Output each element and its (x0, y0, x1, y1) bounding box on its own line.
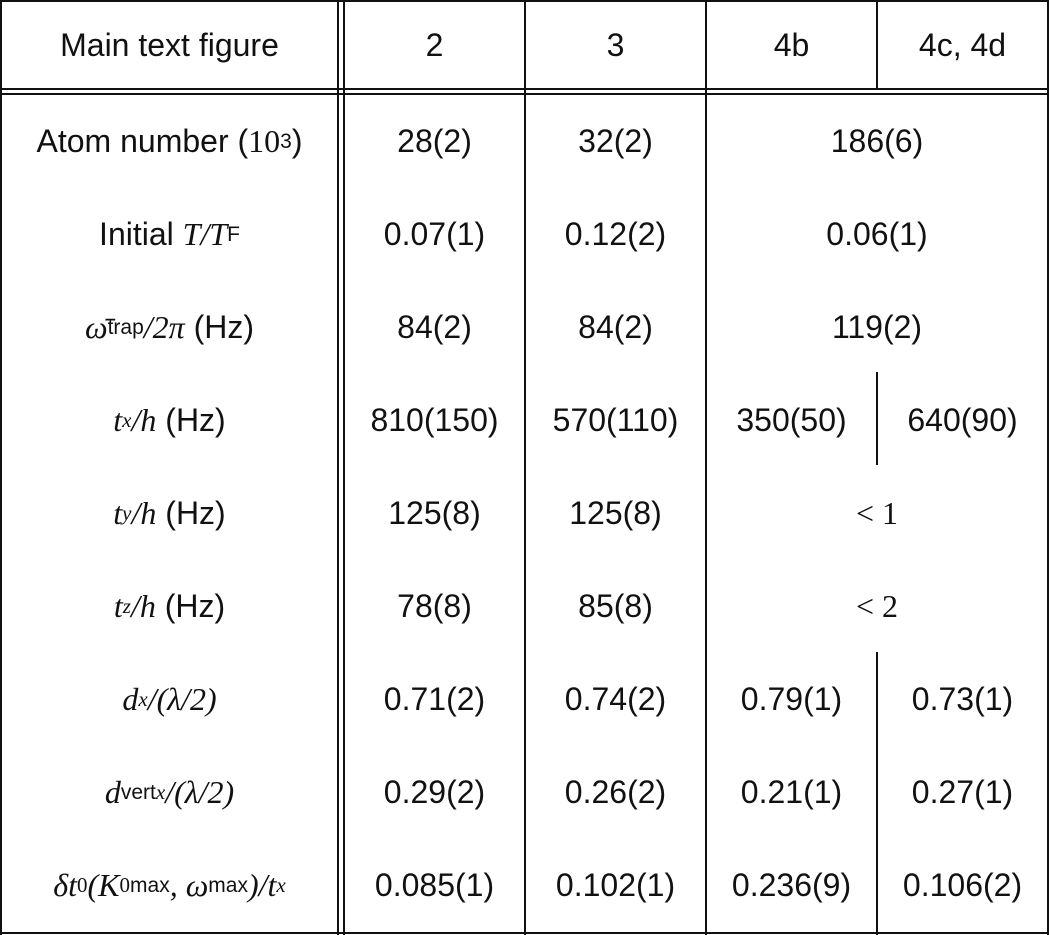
value-cell: 0.102(1) (555, 867, 676, 903)
label-part: ω̄ (84, 309, 108, 345)
value-cell: 810(150) (370, 402, 499, 438)
row-label: Atom number (10 3) (2, 95, 337, 188)
label-part: /h (130, 588, 156, 624)
label-part: trap (107, 315, 144, 339)
value-cell: 85(8) (578, 588, 653, 624)
value-cell: 570(110) (552, 402, 679, 438)
label-part: x (138, 687, 148, 711)
row-label: t x/h (Hz) (2, 374, 337, 467)
value-cell: 0.12(2) (564, 216, 667, 252)
label-part: (Hz) (184, 309, 254, 345)
label-part: /h (131, 495, 157, 531)
label-part: t (113, 402, 123, 438)
label-part: 10 (248, 123, 281, 159)
label-part: , ω (169, 867, 209, 903)
label-part: (Hz) (155, 588, 226, 624)
value-cell: 32(2) (578, 123, 653, 159)
border (1047, 0, 1049, 935)
value-cell: 0.79(1) (740, 681, 843, 717)
value-cell: 0.236(9) (731, 867, 852, 903)
label-part: t (113, 588, 123, 624)
value-cell: 119(2) (831, 309, 923, 345)
header-cell: Main text figure (60, 26, 279, 63)
label-part: T/T (182, 216, 228, 252)
value-cell: 0.73(1) (911, 681, 1014, 717)
row-label: ω̄ trap/2π (Hz) (2, 281, 337, 374)
value-cell: 28(2) (397, 123, 472, 159)
label-part: /(λ/2) (147, 681, 217, 717)
value-cell: 0.29(2) (383, 774, 486, 810)
label-part: x (276, 873, 286, 897)
label-part: vert (120, 780, 156, 804)
label-part: /(λ/2) (165, 774, 235, 810)
row-label: δt 0 (K 0 max, ω max)/t x (2, 839, 337, 932)
label-part: F (227, 222, 240, 246)
label-part: (Hz) (156, 495, 226, 531)
row-label: d x/(λ/2) (2, 653, 337, 746)
label-part: d (122, 681, 139, 717)
label-part: ) (291, 123, 303, 159)
label-part: Initial (99, 216, 183, 252)
value-cell: 0.07(1) (383, 216, 486, 252)
value-cell: 125(8) (388, 495, 481, 531)
value-cell: 186(6) (830, 123, 924, 159)
label-part: 0 (119, 873, 131, 897)
value-cell: 78(8) (397, 588, 472, 624)
header-cell: 4b (773, 26, 810, 63)
rule (876, 652, 878, 935)
value-cell: < 2 (855, 588, 899, 624)
header-cell: 4c, 4d (918, 26, 1007, 63)
label-part: max (130, 873, 170, 897)
label-part: t (113, 495, 123, 531)
border (0, 0, 2, 935)
value-cell: < 1 (855, 495, 899, 531)
value-cell: 350(50) (736, 402, 847, 438)
row-label: Initial T/T F (2, 188, 337, 281)
label-part: y (122, 501, 132, 525)
label-part: (K (87, 867, 120, 903)
header-cell: 3 (606, 26, 625, 63)
value-cell: 0.085(1) (374, 867, 495, 903)
label-part: x (122, 408, 132, 432)
label-part: /h (131, 402, 157, 438)
label-part: x (155, 780, 166, 804)
label-part: max (208, 873, 248, 897)
value-cell: 84(2) (578, 309, 653, 345)
value-cell: 0.74(2) (564, 681, 667, 717)
label-part: /2π (143, 309, 185, 345)
row-label: d vert x/(λ/2) (2, 746, 337, 839)
value-cell: 0.106(2) (902, 867, 1023, 903)
label-part: 3 (280, 129, 292, 153)
rule (705, 0, 707, 935)
value-cell: 0.06(1) (826, 216, 928, 252)
value-cell: 84(2) (397, 309, 472, 345)
value-cell: 125(8) (569, 495, 662, 531)
label-part: 0 (77, 873, 88, 897)
value-cell: 0.71(2) (383, 681, 486, 717)
row-label: t y/h (Hz) (2, 467, 337, 560)
rule (343, 0, 345, 935)
label-part: d (104, 774, 121, 810)
value-cell: 0.21(1) (740, 774, 843, 810)
rule (876, 0, 878, 90)
rule (524, 0, 526, 935)
value-cell: 640(90) (907, 402, 1018, 438)
value-cell: 0.27(1) (911, 774, 1014, 810)
label-part: Atom number ( (36, 123, 249, 159)
label-part: )/t (247, 867, 277, 903)
label-part: z (122, 594, 131, 618)
value-cell: 0.26(2) (564, 774, 667, 810)
rule (337, 0, 339, 935)
header-cell: 2 (425, 26, 444, 63)
row-label: t z/h (Hz) (2, 560, 337, 653)
label-part: (Hz) (156, 402, 226, 438)
label-part: δt (53, 867, 78, 903)
rule (876, 372, 878, 465)
